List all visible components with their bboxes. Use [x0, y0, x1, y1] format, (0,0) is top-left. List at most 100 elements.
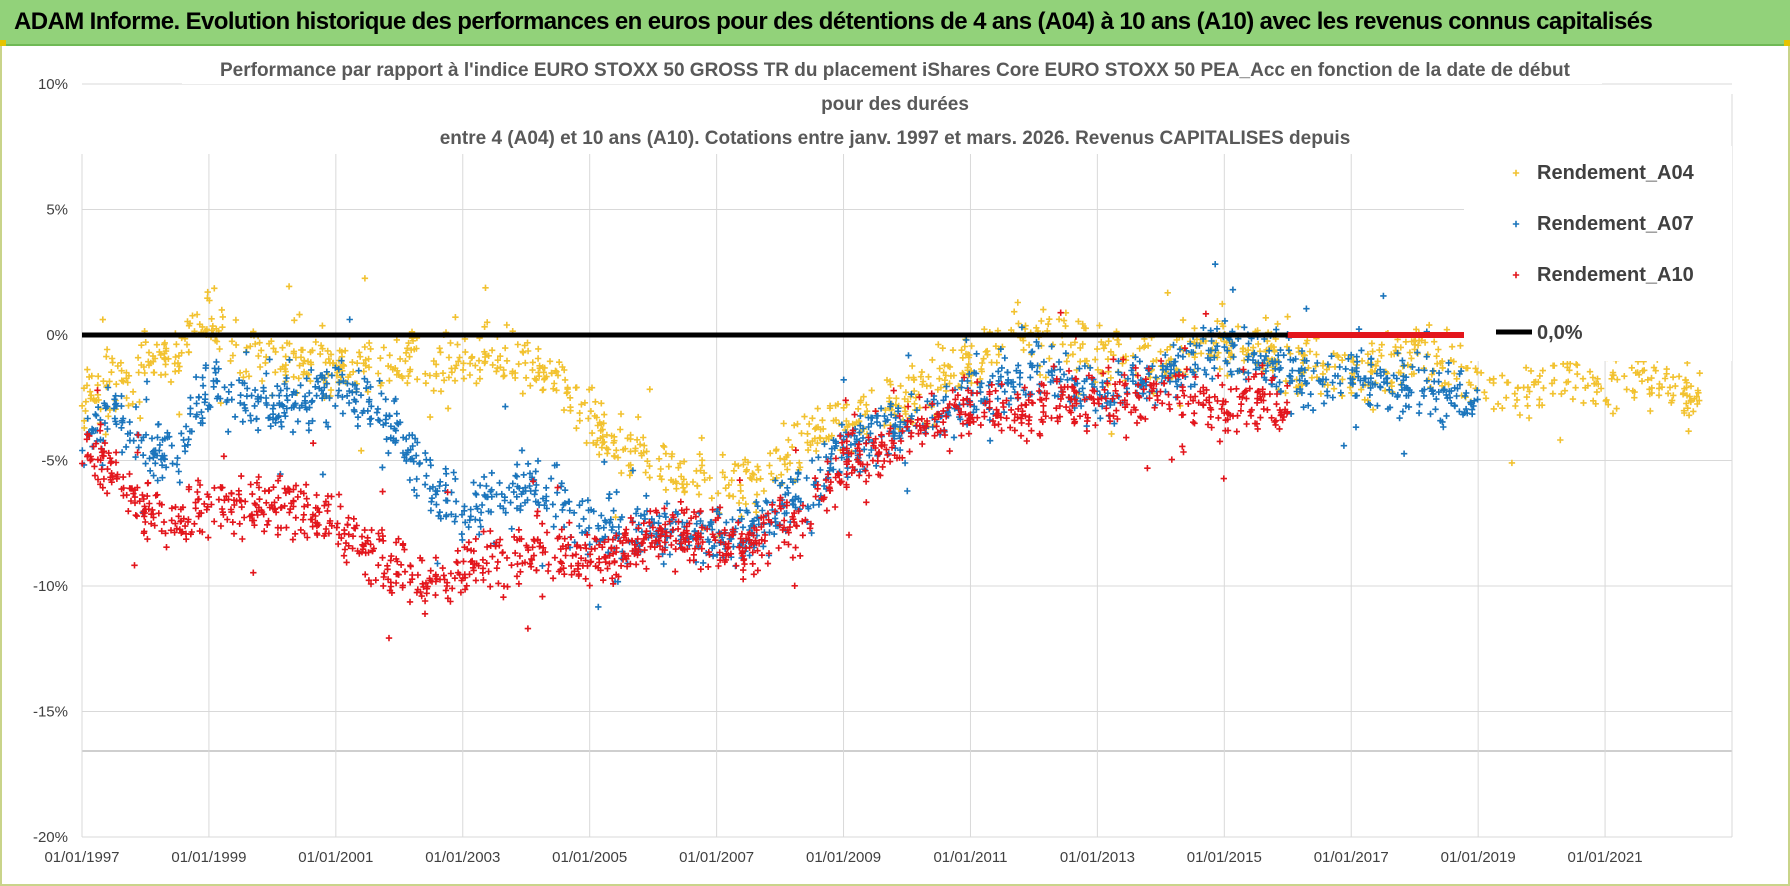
a04-point	[1525, 414, 1533, 422]
a07-point	[458, 511, 466, 518]
a07-point	[1033, 338, 1040, 346]
a07-point	[387, 423, 395, 430]
a04-point	[354, 360, 361, 367]
a10-point	[967, 401, 974, 408]
a10-point	[421, 597, 429, 605]
a10-point	[464, 545, 471, 553]
a07-point	[187, 394, 194, 401]
a04-point	[1304, 337, 1311, 344]
a10-point	[962, 411, 969, 418]
a10-point	[514, 560, 521, 568]
a07-point	[1303, 305, 1310, 312]
a07-point	[466, 516, 473, 524]
a10-point	[705, 548, 712, 556]
a07-point	[1415, 366, 1422, 374]
a04-point	[1670, 392, 1677, 399]
x-tick-label: 01/01/2005	[552, 849, 627, 866]
a07-point	[1088, 380, 1096, 388]
a07-point	[289, 428, 297, 436]
a10-point	[705, 563, 712, 570]
a10-point	[218, 505, 226, 513]
a10-point	[1025, 420, 1032, 428]
a04-point	[936, 365, 943, 372]
a04-point	[638, 452, 645, 459]
a07-point	[1292, 355, 1299, 363]
a07-point	[367, 383, 374, 391]
a07-point	[443, 470, 450, 477]
a07-point	[1446, 388, 1453, 395]
a10-point	[1165, 391, 1172, 398]
a07-point	[1474, 387, 1481, 394]
a07-point	[1244, 356, 1251, 363]
a10-point	[1056, 402, 1064, 410]
a10-point	[88, 456, 95, 463]
a04-point	[1579, 375, 1587, 382]
a10-point	[326, 517, 334, 525]
a10-point	[1083, 427, 1091, 435]
a10-point	[219, 484, 226, 491]
a07-point	[1367, 401, 1374, 409]
a10-point	[238, 472, 245, 480]
a04-point	[1522, 364, 1530, 371]
a04-point	[1308, 374, 1316, 381]
a04-point	[593, 414, 600, 421]
a10-point	[145, 506, 152, 513]
a10-point	[401, 568, 409, 575]
a04-point	[778, 471, 785, 478]
a04-point	[1234, 323, 1242, 330]
a07-point	[1462, 405, 1470, 413]
a07-point	[1353, 364, 1360, 372]
a04-point	[722, 485, 729, 492]
a10-point	[799, 532, 806, 539]
a10-point	[730, 531, 737, 538]
a10-point	[1190, 419, 1197, 426]
a04-point	[918, 368, 926, 376]
a04-point	[404, 379, 411, 387]
a10-point	[529, 544, 536, 551]
a07-point	[1015, 362, 1022, 369]
a10-point	[1268, 414, 1275, 421]
a07-point	[1048, 343, 1055, 350]
a10-point	[591, 535, 598, 542]
a04-point	[1668, 399, 1675, 406]
a07-point	[1403, 384, 1410, 391]
a04-point	[1408, 355, 1415, 362]
a07-point	[1399, 357, 1406, 364]
a04-point	[683, 481, 691, 488]
a04-point	[138, 342, 145, 349]
a10-point	[79, 460, 86, 467]
a07-point	[185, 436, 192, 443]
a07-point	[1187, 383, 1194, 390]
a10-point	[144, 480, 151, 487]
a04-point	[1412, 337, 1419, 344]
a04-point	[1503, 379, 1511, 386]
a04-point	[125, 402, 132, 409]
a07-point	[289, 391, 296, 398]
a07-point	[997, 373, 1005, 380]
a07-point	[374, 405, 382, 413]
a07-point	[997, 345, 1004, 353]
a10-point	[1240, 366, 1247, 373]
a10-point	[629, 519, 636, 526]
a10-point	[806, 525, 814, 532]
a07-point	[1389, 390, 1396, 397]
a07-point	[332, 364, 339, 371]
a10-point	[528, 556, 536, 564]
a10-point	[1106, 418, 1114, 425]
a07-point	[856, 429, 863, 436]
a07-point	[550, 523, 557, 530]
a10-point	[827, 478, 834, 486]
a07-point	[760, 543, 767, 550]
a10-point	[99, 484, 106, 491]
a10-point	[427, 567, 434, 574]
a10-point	[1134, 381, 1142, 388]
a07-point	[539, 495, 547, 502]
a07-point	[964, 377, 971, 385]
a07-point	[231, 413, 239, 420]
y-tick-label: -15%	[33, 704, 68, 721]
a10-point	[512, 549, 519, 557]
a10-point	[524, 625, 532, 632]
a04-point	[176, 411, 183, 418]
a10-point	[572, 551, 580, 558]
a07-point	[895, 405, 902, 412]
